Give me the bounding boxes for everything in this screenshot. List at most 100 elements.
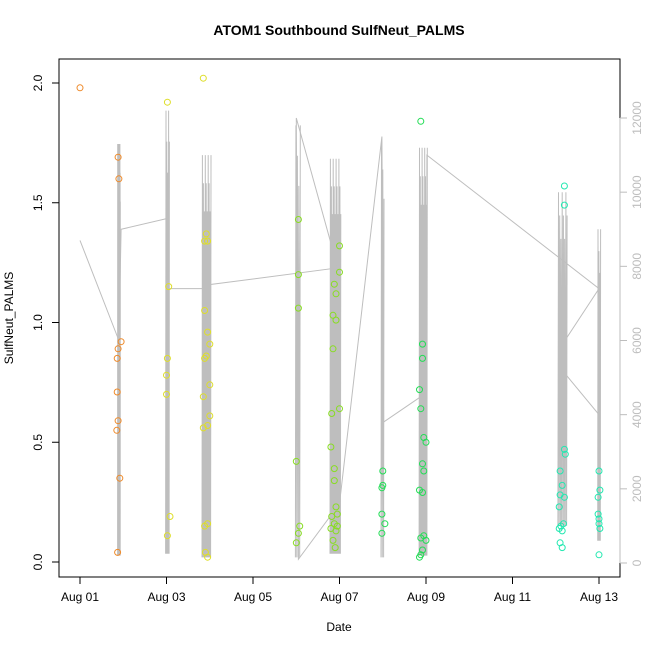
data-point bbox=[555, 503, 563, 511]
data-point bbox=[116, 474, 124, 482]
data-point bbox=[163, 354, 171, 362]
data-point bbox=[201, 354, 209, 362]
data-point bbox=[330, 477, 338, 485]
data-point bbox=[558, 481, 566, 489]
data-point bbox=[378, 529, 386, 537]
data-point bbox=[332, 503, 340, 511]
y-tick-label: 0.5 bbox=[31, 434, 45, 451]
data-point bbox=[594, 510, 602, 518]
data-point bbox=[329, 345, 337, 353]
data-point bbox=[419, 546, 426, 554]
data-point bbox=[206, 340, 214, 348]
data-point bbox=[330, 465, 338, 473]
altitude-trace bbox=[380, 140, 385, 558]
y-tick-label: 2.0 bbox=[31, 74, 45, 91]
data-point bbox=[422, 536, 430, 544]
data-point bbox=[336, 268, 343, 276]
data-point bbox=[163, 390, 170, 398]
data-point bbox=[163, 98, 171, 106]
data-point bbox=[296, 522, 304, 530]
data-point bbox=[419, 489, 426, 496]
data-point bbox=[417, 117, 425, 125]
data-point bbox=[201, 307, 209, 314]
y2-tick-label: 8000 bbox=[630, 253, 644, 280]
data-point bbox=[114, 417, 122, 425]
y2-tick-label: 0 bbox=[630, 559, 644, 566]
altitude-trace bbox=[165, 110, 170, 554]
data-point bbox=[416, 386, 423, 394]
altitude-trace bbox=[329, 158, 342, 554]
altitude-transit-line bbox=[79, 117, 600, 561]
data-point bbox=[199, 393, 207, 401]
data-point bbox=[420, 467, 428, 475]
x-tick-label: Aug 03 bbox=[147, 590, 185, 604]
data-point bbox=[379, 467, 387, 475]
x-tick-label: Aug 07 bbox=[320, 590, 358, 604]
x-tick-label: Aug 11 bbox=[494, 590, 531, 604]
data-point bbox=[331, 544, 339, 552]
x-tick-label: Aug 01 bbox=[61, 590, 99, 604]
data-point bbox=[332, 290, 340, 298]
data-point bbox=[596, 486, 604, 494]
data-point bbox=[330, 280, 338, 288]
data-point bbox=[292, 457, 300, 465]
y2-tick-label: 2000 bbox=[630, 475, 644, 502]
y2-tick-label: 10000 bbox=[630, 175, 644, 209]
data-point bbox=[419, 460, 426, 468]
y-tick-label: 1.5 bbox=[31, 194, 45, 211]
data-point bbox=[204, 237, 212, 245]
data-point bbox=[294, 271, 302, 279]
data-point bbox=[595, 467, 603, 475]
data-point bbox=[292, 539, 300, 547]
x-axis-label: Date bbox=[326, 620, 352, 634]
data-point bbox=[560, 493, 568, 501]
data-point bbox=[294, 216, 302, 223]
data-point bbox=[329, 536, 337, 544]
data-point bbox=[199, 424, 207, 432]
data-point bbox=[165, 283, 173, 291]
data-point bbox=[333, 522, 341, 530]
altitude-trace bbox=[201, 155, 212, 558]
data-point bbox=[163, 532, 171, 540]
data-point bbox=[558, 527, 566, 535]
data-point bbox=[419, 340, 426, 348]
data-point bbox=[560, 182, 568, 190]
y2-tick-label: 4000 bbox=[630, 401, 644, 428]
data-point bbox=[378, 484, 386, 492]
y2-tick-label: 6000 bbox=[630, 327, 644, 354]
data-point bbox=[201, 237, 209, 245]
data-point bbox=[336, 405, 343, 413]
points-layer bbox=[76, 74, 604, 561]
data-point bbox=[336, 242, 343, 250]
data-point bbox=[294, 304, 302, 312]
data-point bbox=[595, 551, 603, 559]
y-axis-label: SulfNeut_PALMS bbox=[2, 272, 16, 365]
data-point bbox=[332, 316, 340, 324]
data-point bbox=[378, 510, 386, 518]
data-point bbox=[328, 513, 336, 520]
y2-tick-label: 12000 bbox=[630, 101, 644, 135]
y-tick-label: 1.0 bbox=[31, 314, 45, 331]
data-point bbox=[113, 354, 121, 362]
data-point bbox=[113, 426, 121, 434]
data-point bbox=[417, 405, 425, 413]
data-point bbox=[595, 515, 603, 523]
data-point bbox=[381, 520, 389, 528]
data-point bbox=[204, 328, 212, 336]
data-point bbox=[114, 153, 122, 161]
altitude-trace bbox=[597, 229, 602, 541]
data-point bbox=[560, 445, 568, 453]
x-tick-label: Aug 13 bbox=[580, 590, 618, 604]
data-point bbox=[422, 438, 430, 446]
x-tick-label: Aug 05 bbox=[234, 590, 272, 604]
data-point bbox=[206, 381, 214, 389]
data-point bbox=[595, 520, 603, 528]
data-point bbox=[114, 345, 122, 353]
data-point bbox=[556, 467, 564, 475]
data-point bbox=[204, 520, 212, 528]
data-point bbox=[294, 529, 302, 537]
data-point bbox=[202, 230, 210, 238]
y2-axis: 0 2000 4000 6000 8000 10000 12000 bbox=[619, 101, 644, 566]
data-point bbox=[594, 493, 602, 501]
